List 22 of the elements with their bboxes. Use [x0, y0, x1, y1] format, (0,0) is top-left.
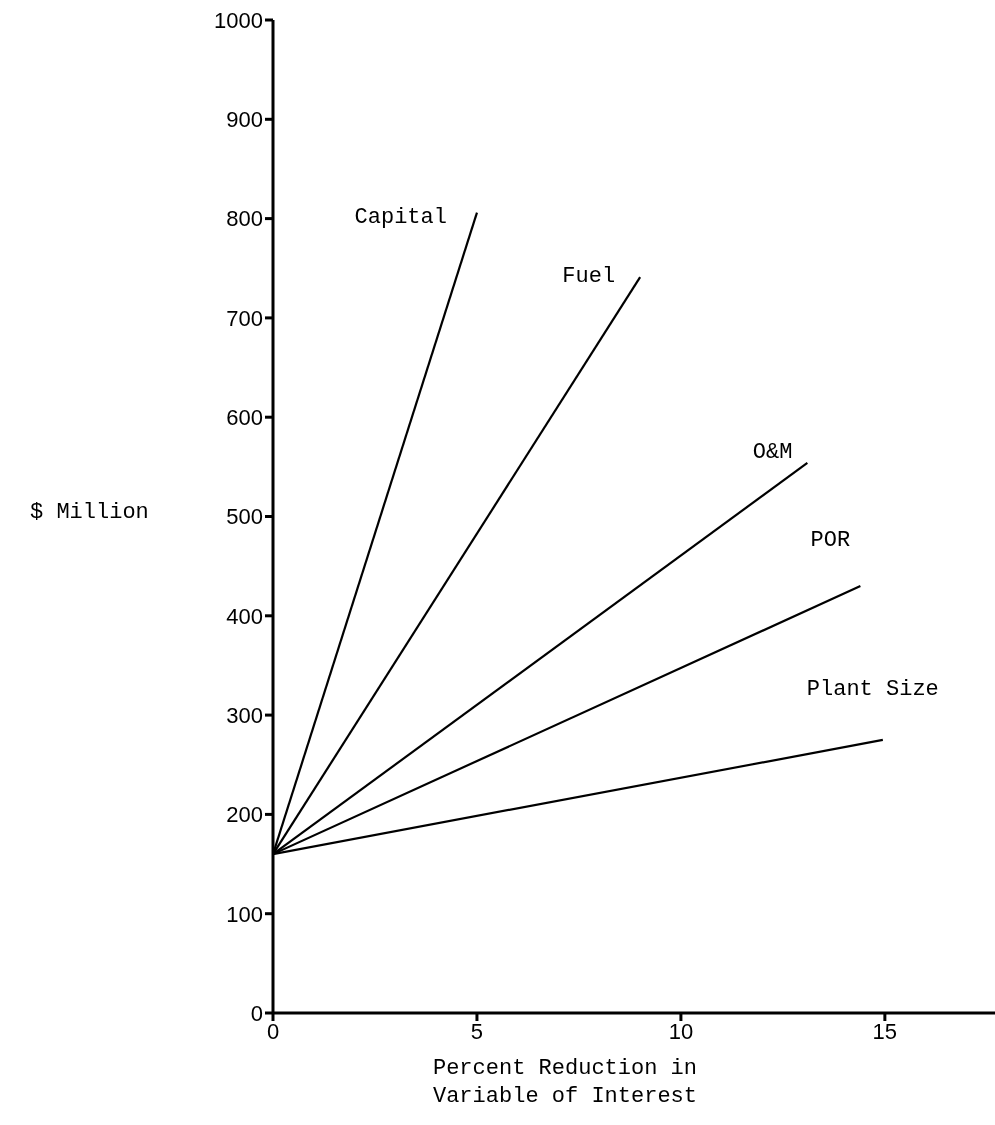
y-tick-label: 900 [226, 107, 263, 133]
series-label: Capital [354, 204, 447, 230]
y-axis-title: $ Million [30, 500, 149, 525]
y-tick-label: 500 [226, 504, 263, 530]
x-tick-label: 0 [266, 1018, 280, 1044]
y-tick-label: 800 [226, 206, 263, 232]
x-axis-title: Percent Reduction in Variable of Interest [431, 1055, 698, 1111]
x-tick-label: 5 [470, 1018, 484, 1044]
y-tick-label: 300 [226, 702, 263, 728]
y-tick-label: 0 [250, 1000, 263, 1026]
x-tick-label: 15 [872, 1018, 898, 1044]
y-tick-label: 600 [226, 405, 263, 431]
series-label: POR [810, 528, 851, 554]
y-tick-label: 400 [226, 603, 263, 629]
y-tick-label: 700 [226, 305, 263, 331]
text: Plant Size [806, 676, 939, 702]
series-label: Fuel [562, 264, 616, 290]
y-tick-label: 200 [226, 802, 263, 828]
y-tick-label: 100 [226, 901, 263, 927]
x-tick-label: 10 [668, 1018, 694, 1044]
series-label: O&M [752, 439, 793, 465]
y-tick-label: 1000 [214, 7, 263, 33]
